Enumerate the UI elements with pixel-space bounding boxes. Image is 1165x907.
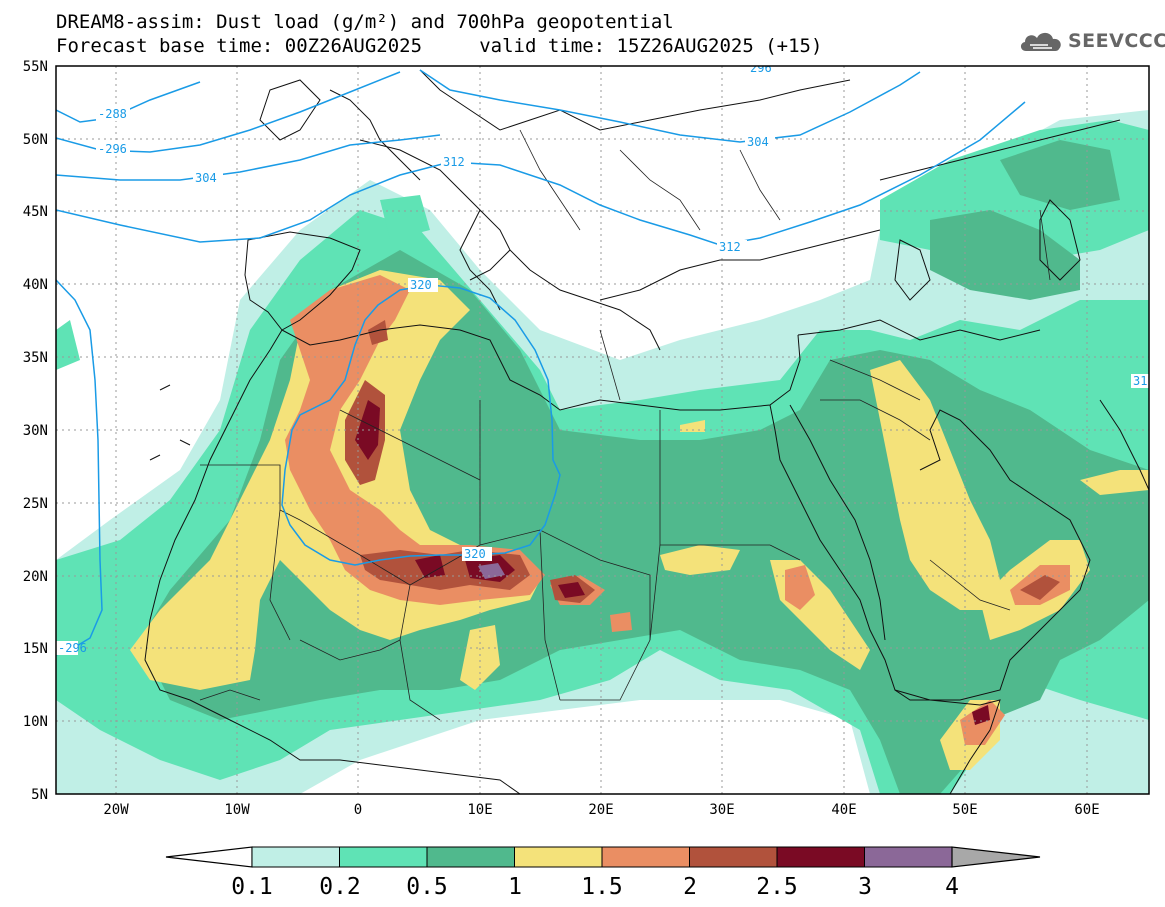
seevccc-logo: SEEVCCC <box>1018 28 1165 54</box>
colorbar-swatch <box>426 846 515 868</box>
colorbar-label: 2.5 <box>756 874 798 900</box>
lat-label: 55N <box>23 59 48 75</box>
colorbar-swatch <box>601 846 690 868</box>
latitude-axis: 55N 50N 45N 40N 35N 30N 25N 20N 15N 10N … <box>23 59 48 803</box>
contour-label: 312 <box>443 155 465 169</box>
lat-label: 25N <box>23 496 48 512</box>
colorbar-swatch <box>776 846 865 868</box>
lon-label: 30E <box>709 802 734 818</box>
colorbar-low-arrow <box>165 846 253 868</box>
contour-label: -296 <box>98 142 127 156</box>
lon-label: 60E <box>1074 802 1099 818</box>
colorbar-label: 3 <box>858 874 872 900</box>
colorbar-label: 0.1 <box>231 874 273 900</box>
lon-label: 20E <box>588 802 613 818</box>
colorbar: 0.1 0.2 0.5 1 1.5 2 2.5 3 4 <box>165 846 1041 900</box>
colorbar-label: 4 <box>945 874 959 900</box>
lon-label: 0 <box>354 802 362 818</box>
lat-label: 15N <box>23 641 48 657</box>
lon-label: 40E <box>831 802 856 818</box>
lon-label: 50E <box>952 802 977 818</box>
forecast-times: Forecast base time: 00Z26AUG2025 valid t… <box>56 35 823 57</box>
cloud-icon <box>1020 32 1061 51</box>
lat-label: 20N <box>23 569 48 585</box>
colorbar-high-arrow <box>951 846 1041 868</box>
country-borders <box>199 129 1051 721</box>
lat-label: 50N <box>23 132 48 148</box>
contour-label: 312 <box>719 240 741 254</box>
contour-label: 320 <box>464 547 486 561</box>
colorbar-swatch <box>514 846 603 868</box>
lat-label: 30N <box>23 423 48 439</box>
contour-labels: -288 -296 304 312 312 304 -296 320 320 3… <box>56 61 1149 655</box>
dust-level-3-area <box>478 563 505 579</box>
colorbar-label: 0.2 <box>319 874 361 900</box>
lat-label: 35N <box>23 350 48 366</box>
lon-label: 10W <box>224 802 250 818</box>
colorbar-swatch <box>864 846 953 868</box>
colorbar-label: 2 <box>683 874 697 900</box>
lon-label: 20W <box>103 802 129 818</box>
lat-label: 40N <box>23 277 48 293</box>
contour-label: -288 <box>98 107 127 121</box>
logo-text: SEEVCCC <box>1068 30 1165 52</box>
lon-label: 10E <box>467 802 492 818</box>
contour-label: -296 <box>58 641 87 655</box>
lat-label: 45N <box>23 204 48 220</box>
colorbar-swatch <box>251 846 340 868</box>
colorbar-swatch <box>339 846 428 868</box>
colorbar-swatch <box>689 846 778 868</box>
contour-label: 304 <box>195 171 217 185</box>
colorbar-label: 1 <box>508 874 522 900</box>
graticule <box>56 66 1149 794</box>
chart-title: DREAM8-assim: Dust load (g/m²) and 700hP… <box>56 11 674 33</box>
lat-label: 5N <box>31 787 48 803</box>
colorbar-label: 0.5 <box>406 874 448 900</box>
contour-label: 296 <box>750 61 772 75</box>
contour-label: 31 <box>1133 374 1147 388</box>
contour-label: 320 <box>410 278 432 292</box>
contour-label: 304 <box>747 135 769 149</box>
longitude-axis: 20W 10W 0 10E 20E 30E 40E 50E 60E <box>103 802 1099 818</box>
geopotential-contours <box>56 69 1026 656</box>
colorbar-label: 1.5 <box>581 874 623 900</box>
map-frame <box>55 65 1150 795</box>
lat-label: 10N <box>23 714 48 730</box>
